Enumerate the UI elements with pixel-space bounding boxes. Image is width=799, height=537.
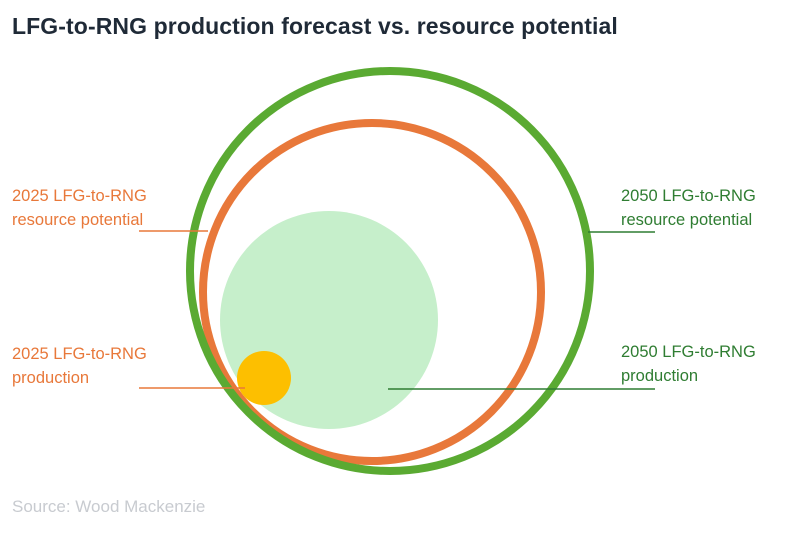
source-note: Source: Wood Mackenzie xyxy=(12,497,206,516)
label-production-2050: 2050 LFG-to-RNG production xyxy=(621,343,760,385)
label-production-2050-line2: production xyxy=(621,367,698,385)
label-production-2025-line2: production xyxy=(12,369,89,387)
label-resource-potential-2050-line1: 2050 LFG-to-RNG xyxy=(621,187,756,205)
label-production-2025: 2025 LFG-to-RNG production xyxy=(12,345,151,387)
label-resource-potential-2025-line2: resource potential xyxy=(12,211,143,229)
label-resource-potential-2050-line2: resource potential xyxy=(621,211,752,229)
label-resource-potential-2025-line1: 2025 LFG-to-RNG xyxy=(12,187,147,205)
label-resource-potential-2050: 2050 LFG-to-RNG resource potential xyxy=(621,187,760,229)
resource-potential-2025-ring xyxy=(199,119,545,465)
label-production-2050-line1: 2050 LFG-to-RNG xyxy=(621,343,756,361)
label-resource-potential-2025: 2025 LFG-to-RNG resource potential xyxy=(12,187,151,229)
chart-title: LFG-to-RNG production forecast vs. resou… xyxy=(12,13,618,39)
resource-potential-2050-ring xyxy=(186,67,594,475)
production-2025-circle xyxy=(237,351,291,405)
label-production-2025-line1: 2025 LFG-to-RNG xyxy=(12,345,147,363)
